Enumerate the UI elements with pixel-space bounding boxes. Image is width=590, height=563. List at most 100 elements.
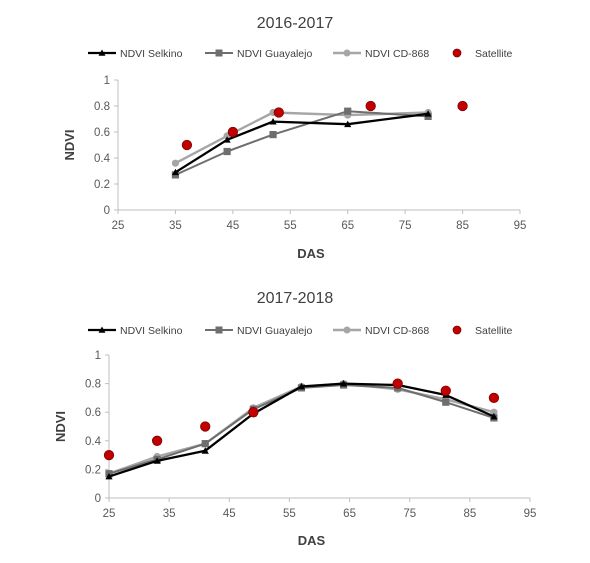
satellite-point [365,100,376,112]
satellite-point [103,449,115,461]
legend-item: NDVI CD-868 [333,48,429,60]
legend-marker [452,325,462,335]
satellite-point [248,407,259,418]
data-point [424,110,432,117]
x-tick-label: 35 [163,508,176,520]
legend: NDVI Selkino NDVI Guayalejo NDVI CD-868 Sat… [88,48,513,60]
data-point [269,131,277,139]
legend-marker [343,326,351,334]
legend-label: NDVI Selkino [120,48,183,60]
x-tick-label: 75 [399,220,412,232]
legend-marker [343,49,351,57]
legend-label: Satellite [475,48,513,60]
satellite-point [273,107,284,118]
y-tick-label: 0.6 [85,407,101,419]
satellite-point [200,421,211,432]
x-tick-label: 55 [284,220,297,232]
series-4 [181,100,468,151]
legend-item: NDVI Selkino [88,325,183,337]
satellite-point [457,100,468,112]
legend-marker [215,49,223,57]
satellite-point [488,392,500,404]
y-tick-label: 0.8 [94,101,110,113]
legend-marker [98,49,106,56]
data-point [269,118,277,125]
legend-item: Satellite [452,48,513,60]
legend-item: NDVI CD-868 [333,325,429,337]
data-point [490,408,498,416]
satellite-point [181,139,193,151]
data-point [344,107,352,115]
chart-title: 2016-2017 [257,15,334,32]
satellite-point [151,435,163,446]
data-point [490,412,498,420]
data-point [223,136,231,143]
legend-marker [452,48,462,58]
y-tick-label: 0.4 [94,153,111,165]
data-point [442,398,450,406]
satellite-point [440,385,451,396]
series-1 [105,380,498,480]
data-point [201,440,209,448]
data-point [344,120,352,128]
data-point [297,382,306,390]
x-tick-label: 45 [226,220,239,232]
y-tick-label: 0.2 [85,464,101,476]
y-tick-label: 0 [95,493,101,505]
legend-label: NDVI Guayalejo [237,325,312,337]
series-line [108,384,495,475]
data-point [339,380,348,387]
x-tick-label: 65 [341,220,354,232]
x-axis-title: DAS [298,533,326,548]
x-axis-title: DAS [297,246,325,261]
y-tick-label: 0.4 [85,436,102,448]
y-tick-label: 0.6 [94,127,110,139]
x-tick-label: 65 [343,508,356,520]
data-point [171,159,180,167]
chart-title: 2017-2018 [257,290,334,307]
satellite-point [392,378,403,389]
legend-item: NDVI Guayalejo [205,325,312,337]
legend-item: NDVI Selkino [88,48,183,60]
data-point [201,447,209,454]
x-tick-label: 95 [524,508,537,520]
series-2 [105,381,498,478]
x-tick-label: 25 [103,508,116,520]
x-tick-label: 25 [112,220,125,232]
data-point [105,472,113,480]
y-axis-title: NDVI [62,129,77,160]
data-point [171,168,180,176]
series-line [174,111,429,165]
y-tick-label: 1 [104,75,110,87]
legend-marker [215,326,223,334]
legend-label: NDVI Guayalejo [237,48,312,60]
y-tick-label: 1 [95,350,101,362]
legend-marker [98,326,106,333]
data-point [223,147,231,156]
y-tick-label: 0 [104,205,110,217]
legend-label: NDVI CD-868 [365,48,429,60]
legend-label: Satellite [475,325,513,337]
legend: NDVI Selkino NDVI Guayalejo NDVI CD-868 Sat… [88,325,513,337]
x-tick-label: 85 [463,508,476,520]
x-tick-label: 95 [514,220,527,232]
legend-label: NDVI CD-868 [365,325,429,337]
x-tick-label: 45 [223,508,236,520]
y-axis-title: NDVI [53,411,68,442]
x-tick-label: 55 [283,508,296,520]
y-tick-label: 0.2 [94,179,110,191]
x-tick-label: 35 [169,220,182,232]
series-1 [171,110,432,176]
data-point [153,457,161,464]
y-tick-label: 0.8 [85,379,101,391]
x-tick-label: 85 [456,220,469,232]
series-4 [103,378,500,461]
series-line [108,382,495,475]
legend-label: NDVI Selkino [120,325,183,337]
legend-item: Satellite [452,325,513,337]
legend-item: NDVI Guayalejo [205,48,312,60]
x-tick-label: 75 [403,508,416,520]
